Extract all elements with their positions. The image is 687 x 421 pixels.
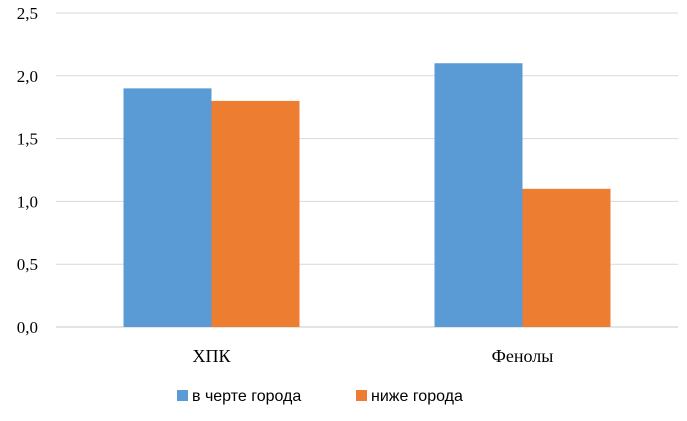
bar (211, 100, 300, 327)
legend-swatch (177, 390, 188, 401)
bar (522, 188, 611, 327)
bar (123, 88, 212, 327)
y-tick-label: 0,0 (17, 318, 38, 337)
category-label: ХПК (192, 346, 231, 366)
category-labels: ХПК Фенолы (192, 346, 553, 366)
legend-label: в черте города (192, 388, 301, 405)
y-tick-label: 0,5 (17, 255, 38, 274)
bars (123, 63, 611, 328)
category-label: Фенолы (492, 346, 554, 366)
y-tick-label: 1,5 (17, 130, 38, 149)
legend-label: ниже города (371, 388, 463, 405)
y-axis-tick-labels: 0,0 0,5 1,0 1,5 2,0 2,5 (17, 4, 38, 337)
legend: в черте города ниже города (177, 388, 463, 405)
y-tick-label: 2,5 (17, 4, 38, 23)
bar (434, 63, 523, 328)
y-tick-label: 1,0 (17, 192, 38, 211)
legend-swatch (356, 390, 367, 401)
y-tick-label: 2,0 (17, 67, 38, 86)
